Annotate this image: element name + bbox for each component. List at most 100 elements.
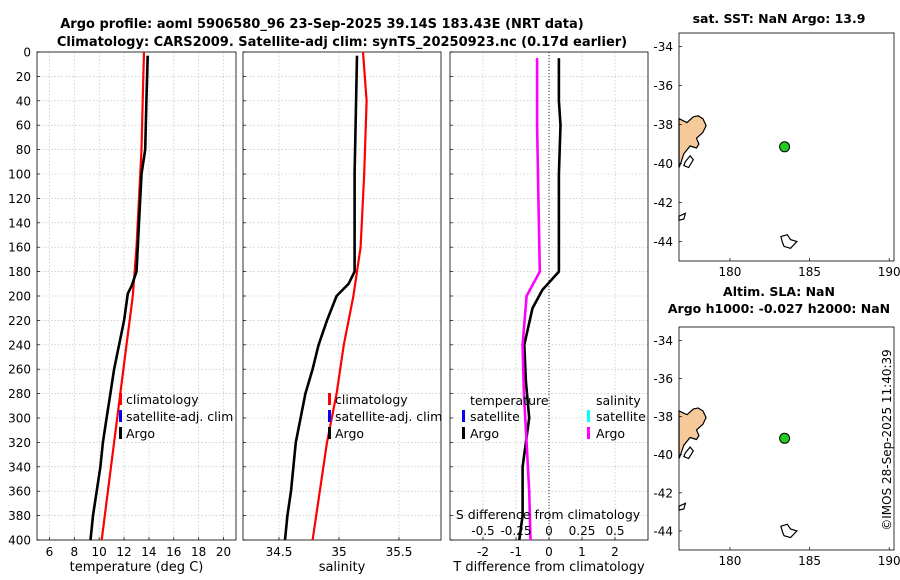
figure-title-line1: Argo profile: aoml 5906580_96 23-Sep-202… [60,17,584,32]
map-title: Altim. SLA: NaN [723,284,835,299]
y-tick-label: 160 [8,241,31,255]
map-title: sat. SST: NaN Argo: 13.9 [693,11,866,26]
map-subtitle: Argo h1000: -0.027 h2000: NaN [668,301,890,316]
salinity-profile-panel: 34.5 35 35.5 salinity climatology satellite-a… [242,51,442,575]
x-tick-label: 8 [70,545,78,559]
legend-label: climatology [335,392,408,407]
y-tick-label: -38 [653,410,673,424]
y-tick-label: 40 [16,94,31,108]
legend-title: salinity [596,393,641,408]
y-tick-label: 400 [8,534,31,548]
y-tick-label: 280 [8,387,31,401]
figure-title-line2: Climatology: CARS2009. Satellite-adj cli… [57,35,627,50]
x-tick-label-s: 0.5 [605,524,624,538]
x-tick-label: 16 [166,545,181,559]
map-axes-box [678,326,895,551]
series-climatology [311,51,368,541]
series-argo [283,55,359,541]
y-tick-label: -34 [653,334,673,348]
y-tick-label: 320 [8,436,31,450]
y-tick-label: 140 [8,216,31,230]
legend-label: Argo [596,426,625,441]
y-tick-label: 20 [16,70,31,84]
legend-swatch [462,410,465,422]
x-tick-label-s: -0.25 [500,524,531,538]
legend-label: Argo [126,426,155,441]
x-tick-label-s: 0 [545,524,553,538]
y-tick-label: 60 [16,119,31,133]
legend-swatch [119,393,122,405]
timestamp-stamp: ©IMOS 28-Sep-2025 11:40:39 [880,349,894,531]
y-tick-label: -38 [653,118,673,132]
legend-label: satellite-adj. clim [335,409,442,424]
y-tick-label: -34 [653,40,673,54]
legend-swatch [587,427,590,439]
legend-swatch [119,427,122,439]
difference-profile-panel: -2 -1 0 1 2T difference from climatology temp… [449,51,649,575]
map-axes-box [678,32,895,262]
series-argo [89,55,149,541]
x-tick-label: 12 [116,545,131,559]
y-tick-label: -40 [653,448,673,462]
axes-box [449,51,649,541]
x-axis-label-top: S difference from climatology [456,507,641,522]
land-mass [678,407,707,459]
legend-label: Argo [335,426,364,441]
y-tick-label: 300 [8,412,31,426]
y-tick-label: -44 [653,524,673,538]
x-axis-label: temperature (deg C) [70,560,204,575]
x-tick-label: 185 [798,265,821,279]
legend-swatch [328,410,331,422]
x-tick-label: 190 [878,265,900,279]
axes-box [36,51,237,541]
legend-swatch [328,427,331,439]
x-tick-label: 20 [216,545,231,559]
x-tick-label: 0 [545,545,553,559]
legend-swatch [587,410,590,422]
x-tick-label: 34.5 [266,545,293,559]
legend-label: satellite [596,409,646,424]
island-chatham [780,233,799,249]
y-tick-label: 340 [8,460,31,474]
y-tick-label: 180 [8,265,31,279]
y-tick-label: 0 [23,46,31,60]
x-tick-label: -1 [510,545,522,559]
x-tick-label: 18 [191,545,206,559]
argo-float-marker [779,432,791,444]
x-tick-label: 180 [719,265,742,279]
sst-map-panel: sat. SST: NaN Argo: 13.9 -34 -36 -38 -40 -42 -… [653,11,900,279]
legend-label: climatology [126,392,199,407]
series-t-argo [518,58,562,541]
series-s-argo [521,58,542,541]
legend-swatch [328,393,331,405]
series-climatology [100,51,146,541]
island-chatham [780,523,799,539]
land-mass [683,446,695,460]
y-tick-label: 100 [8,168,31,182]
temperature-profile-panel: 0 20 40 60 80 100 120 140 160 180 200 220 240 260 280 3… [8,46,237,575]
axes-box [242,51,442,541]
y-tick-label: -40 [653,157,673,171]
x-tick-label: 180 [719,554,742,568]
legend-label: Argo [470,426,499,441]
x-tick-label: 185 [798,554,821,568]
y-tick-label: 240 [8,338,31,352]
land-mass [678,115,707,168]
y-tick-label: -36 [653,372,673,386]
y-tick-label: -44 [653,235,673,249]
y-tick-label: 360 [8,485,31,499]
y-tick-label: 220 [8,314,31,328]
x-axis-label: salinity [319,560,366,575]
land-mass [683,154,695,169]
legend-label: satellite-adj. clim [126,409,233,424]
x-tick-label: 10 [92,545,107,559]
x-tick-label-s: 0.25 [569,524,596,538]
argo-float-marker [779,141,791,153]
y-tick-label: 260 [8,363,31,377]
legend-swatch [462,427,465,439]
y-tick-label: -42 [653,196,673,210]
legend-swatch [119,410,122,422]
x-tick-label: 2 [611,545,619,559]
y-tick-label: 120 [8,192,31,206]
